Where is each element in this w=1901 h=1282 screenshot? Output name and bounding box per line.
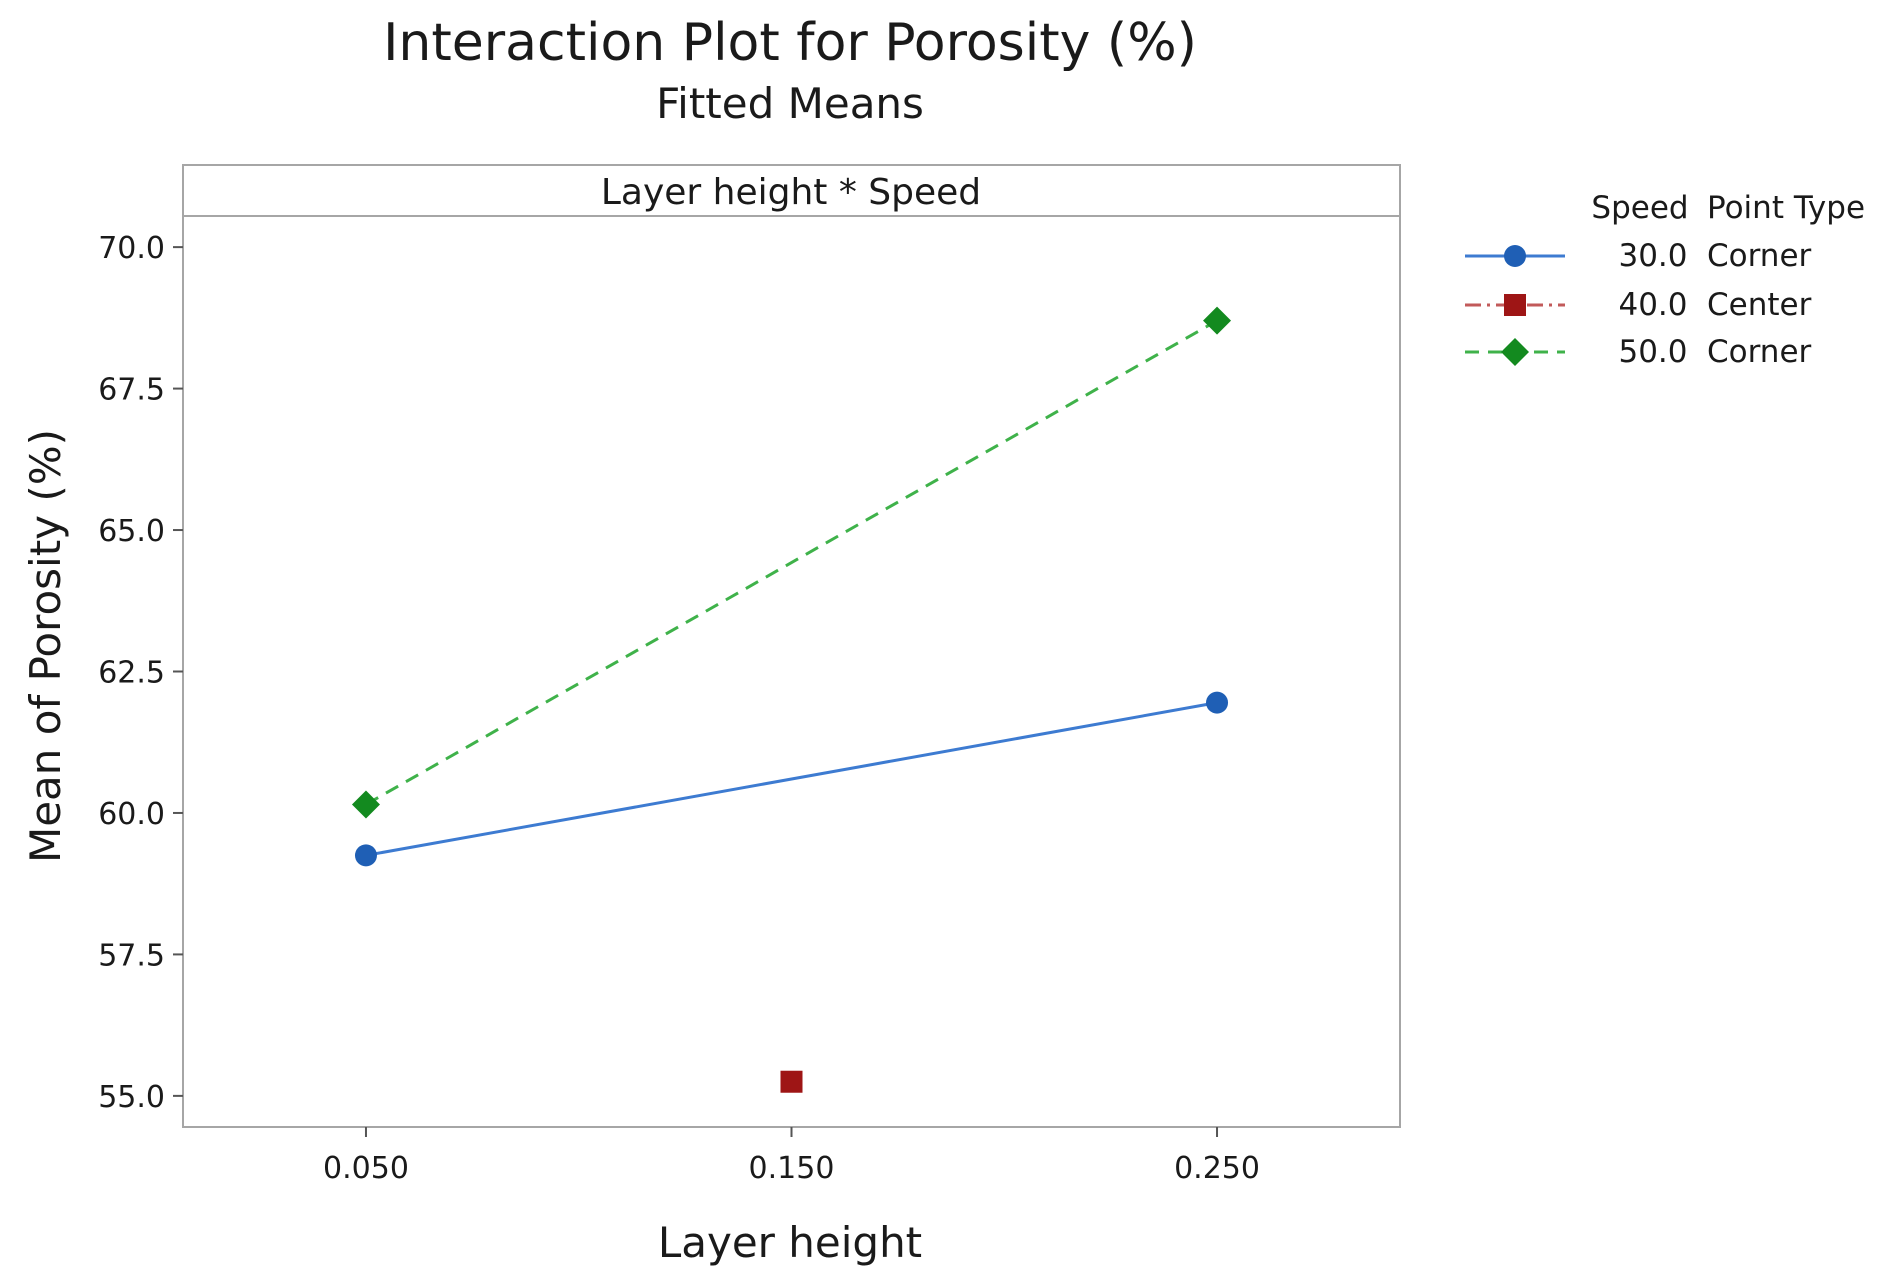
legend-point-type: Center bbox=[1707, 287, 1812, 323]
x-tick-label: 0.150 bbox=[749, 1151, 835, 1186]
legend-marker-diamond bbox=[1501, 338, 1529, 366]
x-tick-label: 0.050 bbox=[323, 1151, 409, 1186]
y-tick-label: 57.5 bbox=[98, 938, 165, 973]
y-tick-label: 70.0 bbox=[98, 231, 165, 266]
y-tick-label: 60.0 bbox=[98, 797, 165, 832]
data-point-speed-30-0 bbox=[1206, 691, 1229, 714]
legend-marker-square bbox=[1504, 294, 1526, 316]
y-tick-label: 67.5 bbox=[98, 373, 165, 408]
data-point-speed-30-0 bbox=[354, 844, 377, 867]
data-point-speed-40-0 bbox=[780, 1070, 803, 1093]
y-axis: 55.0 57.5 60.0 62.5 65.0 67.5 70.0 bbox=[98, 231, 183, 1115]
legend-point-type: Corner bbox=[1707, 238, 1812, 274]
legend-speed-value: 50.0 bbox=[1618, 334, 1687, 370]
x-axis-label: Layer height bbox=[658, 1218, 922, 1267]
legend: Speed Point Type 30.0 Corner 40.0 Center 50.… bbox=[1465, 190, 1865, 370]
legend-item-speed-40-0: 40.0 Center bbox=[1465, 287, 1812, 323]
chart-title: Interaction Plot for Porosity (%) bbox=[383, 13, 1197, 73]
legend-header-speed: Speed bbox=[1591, 190, 1688, 226]
series-markers bbox=[351, 306, 1232, 1093]
y-tick-label: 62.5 bbox=[98, 656, 165, 691]
legend-items: 30.0 Corner 40.0 Center 50.0 Corner bbox=[1465, 238, 1812, 370]
legend-point-type: Corner bbox=[1707, 334, 1812, 370]
chart-subtitle: Fitted Means bbox=[656, 79, 924, 128]
x-tick-label: 0.250 bbox=[1174, 1151, 1260, 1186]
legend-speed-value: 40.0 bbox=[1618, 287, 1687, 323]
x-axis: 0.050 0.150 0.250 bbox=[323, 1127, 1260, 1186]
y-tick-label: 55.0 bbox=[98, 1080, 165, 1115]
data-point-speed-50-0 bbox=[1203, 306, 1232, 335]
series-line-speed-50-0 bbox=[365, 319, 1218, 806]
series-line-speed-30-0 bbox=[365, 701, 1218, 857]
legend-marker-circle bbox=[1504, 245, 1526, 267]
legend-speed-value: 30.0 bbox=[1618, 238, 1687, 274]
y-axis-label: Mean of Porosity (%) bbox=[21, 429, 70, 863]
legend-header-point-type: Point Type bbox=[1707, 190, 1865, 226]
data-point-speed-50-0 bbox=[351, 790, 380, 819]
panel-label: Layer height * Speed bbox=[601, 172, 981, 213]
y-tick-label: 65.0 bbox=[98, 514, 165, 549]
legend-item-speed-30-0: 30.0 Corner bbox=[1465, 238, 1812, 274]
legend-item-speed-50-0: 50.0 Corner bbox=[1465, 334, 1812, 370]
series-lines bbox=[365, 319, 1218, 857]
